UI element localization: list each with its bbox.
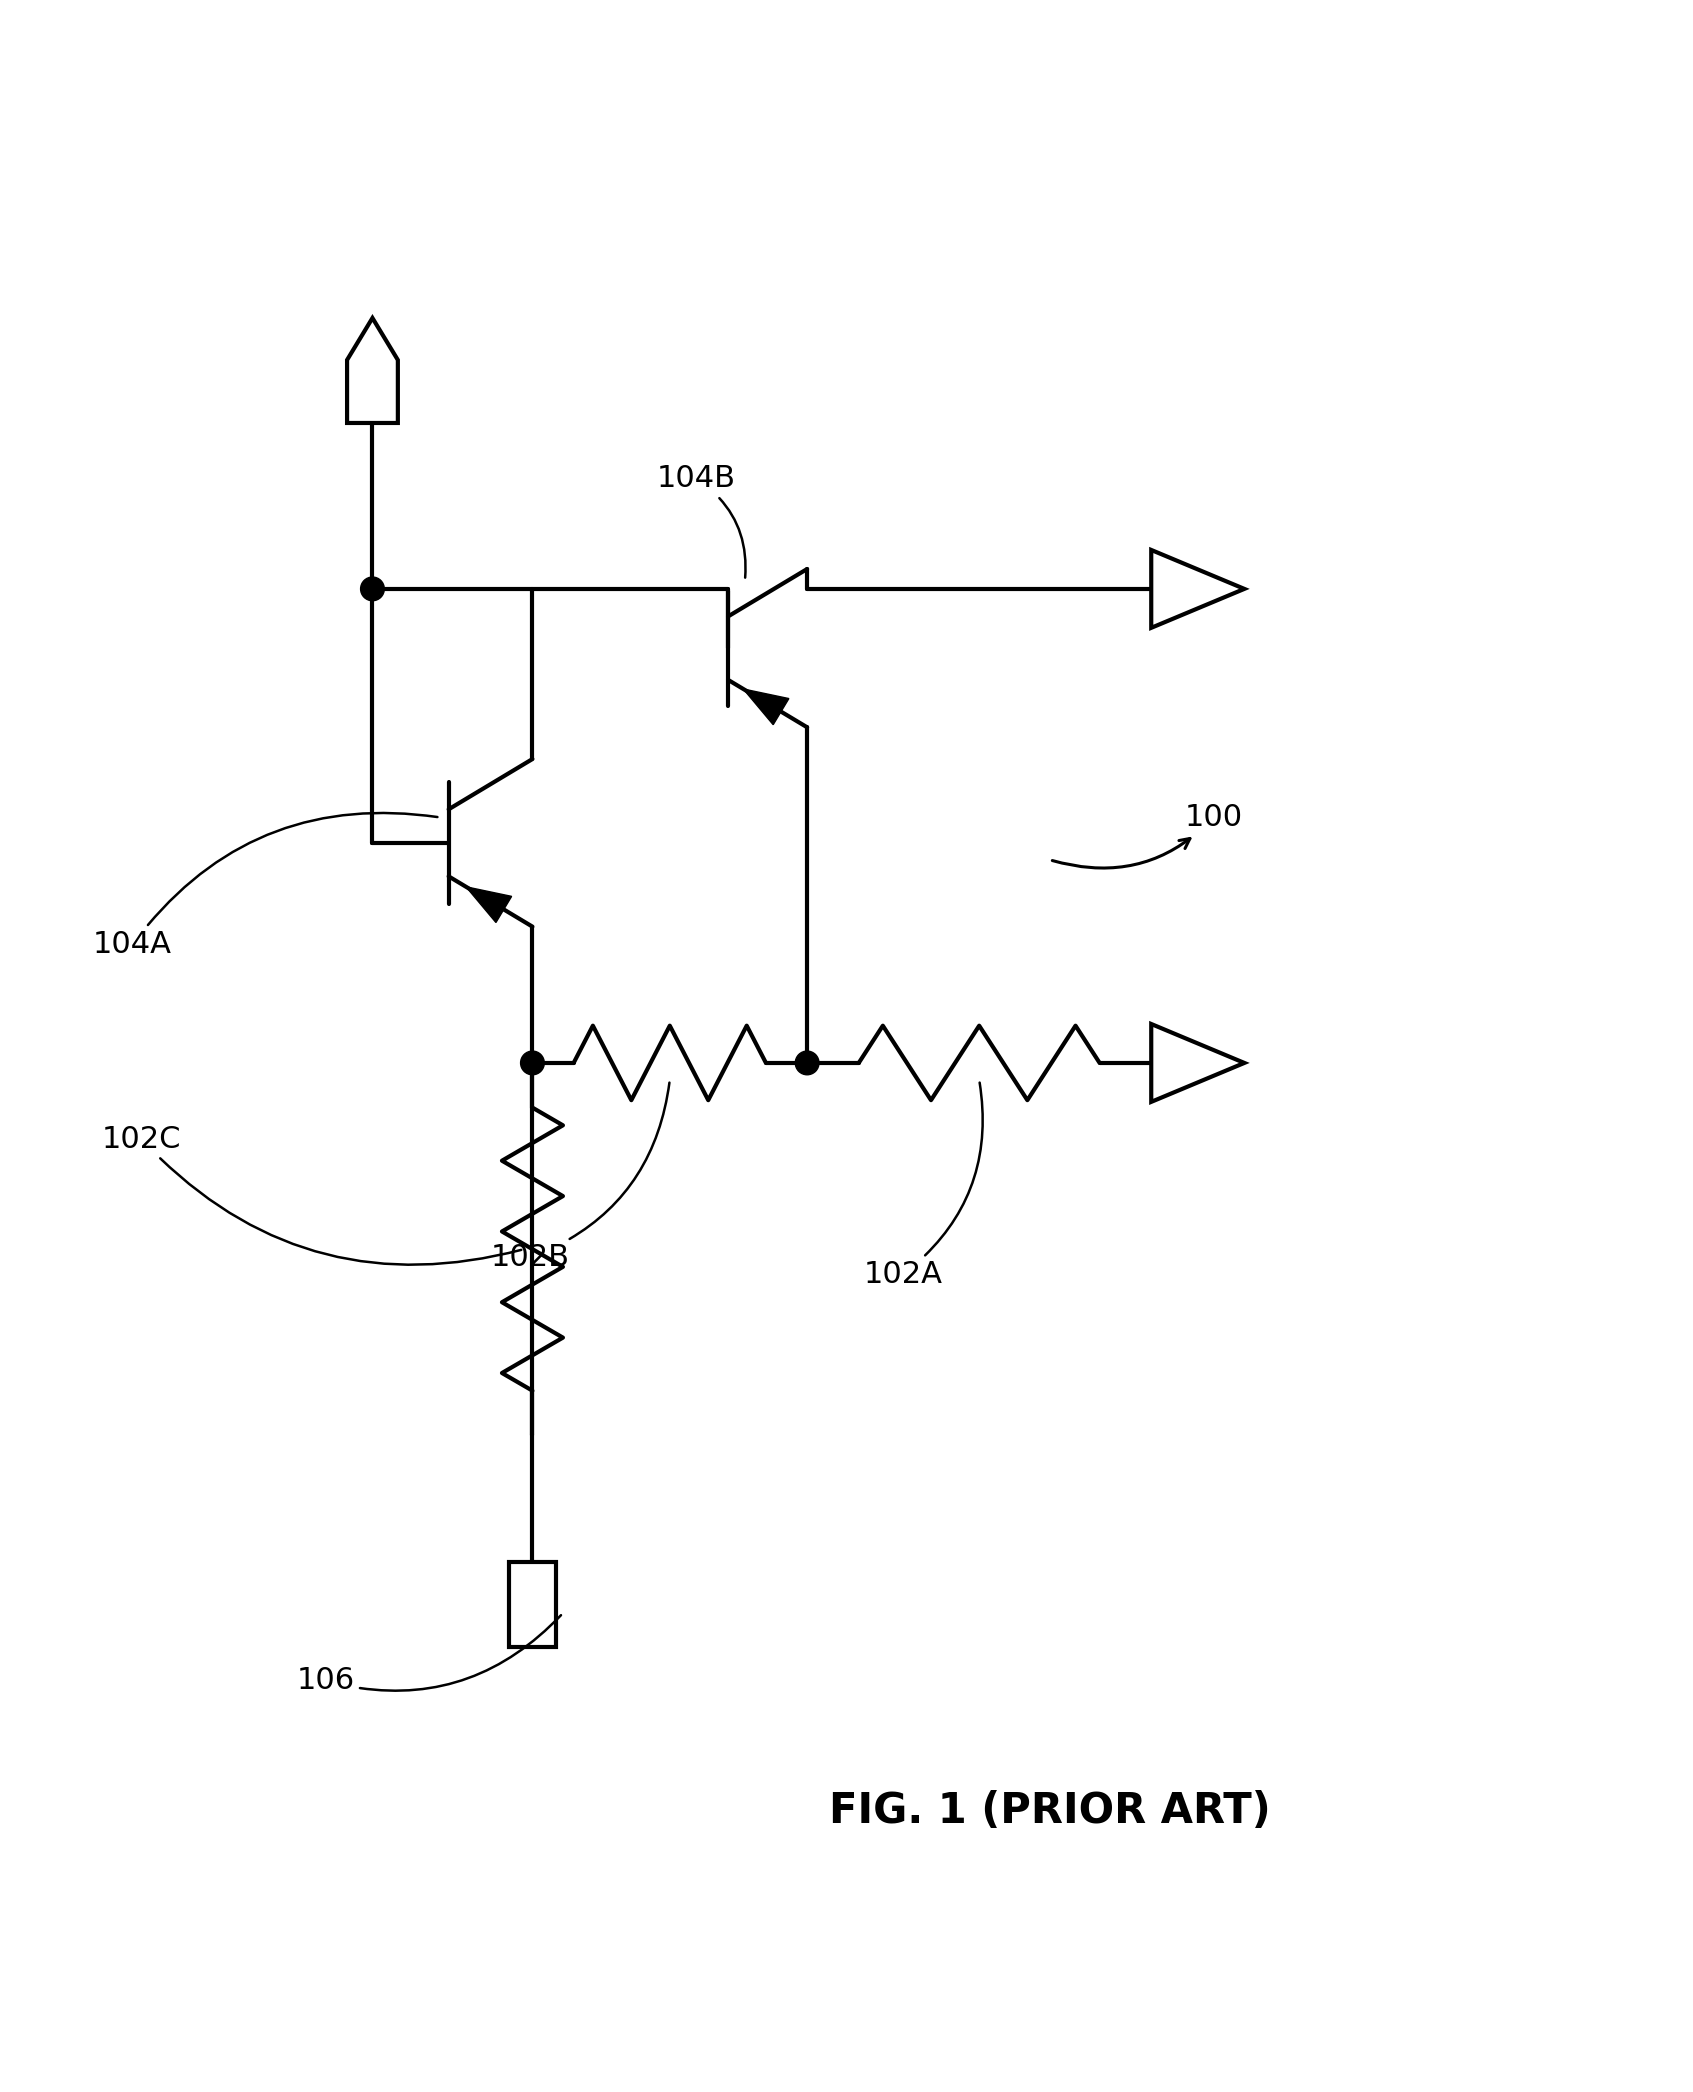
Text: 100: 100 — [1053, 803, 1243, 868]
Circle shape — [796, 1050, 819, 1075]
Circle shape — [361, 577, 384, 600]
Text: 104B: 104B — [657, 464, 745, 577]
Polygon shape — [466, 887, 511, 923]
Text: 102A: 102A — [863, 1082, 982, 1289]
Text: 106: 106 — [296, 1615, 560, 1695]
Text: 102B: 102B — [491, 1084, 669, 1272]
Text: 104A: 104A — [93, 814, 437, 958]
Polygon shape — [743, 688, 789, 724]
Bar — [508, 1563, 555, 1646]
Text: 102C: 102C — [102, 1125, 521, 1266]
Text: FIG. 1 (PRIOR ART): FIG. 1 (PRIOR ART) — [830, 1791, 1270, 1833]
Circle shape — [520, 1050, 543, 1075]
